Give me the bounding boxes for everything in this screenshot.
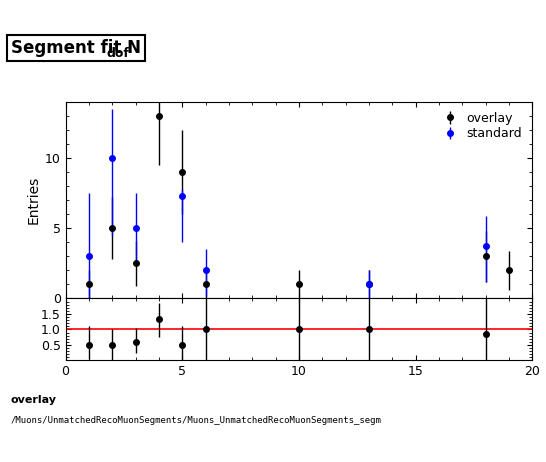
Text: /Muons/UnmatchedRecoMuonSegments/Muons_UnmatchedRecoMuonSegments_segm: /Muons/UnmatchedRecoMuonSegments/Muons_U… xyxy=(11,416,382,425)
Text: Segment fit N: Segment fit N xyxy=(11,39,141,57)
Legend: overlay, standard: overlay, standard xyxy=(436,108,526,144)
Text: overlay: overlay xyxy=(11,395,57,405)
Y-axis label: Entries: Entries xyxy=(27,176,40,224)
Text: dof: dof xyxy=(106,47,129,60)
